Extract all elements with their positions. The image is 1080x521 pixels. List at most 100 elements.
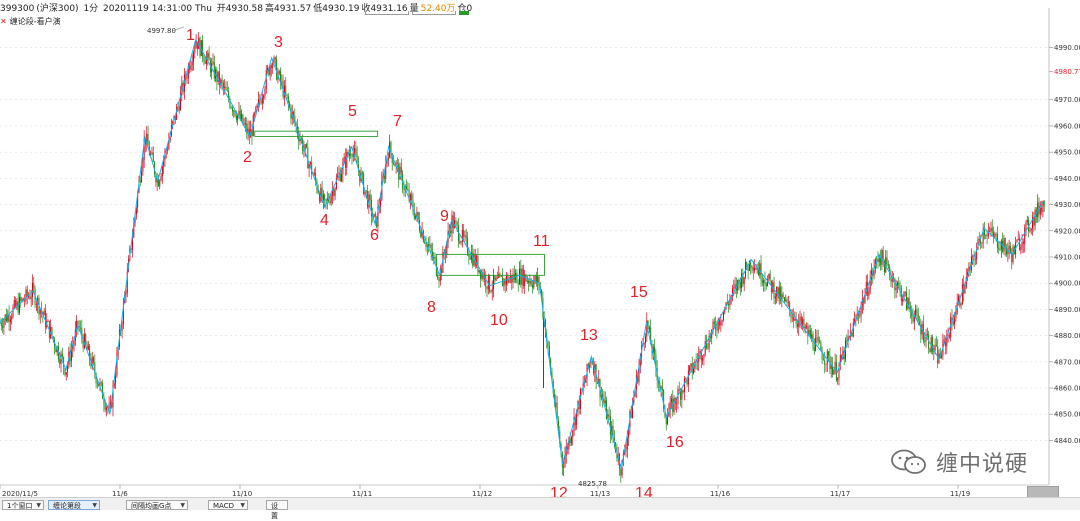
candle-body <box>782 294 784 297</box>
candle-body <box>976 249 978 260</box>
candle-body <box>728 303 730 306</box>
candle-body <box>585 378 587 383</box>
candle-body <box>365 190 367 192</box>
candle-body <box>748 260 750 271</box>
candle-body <box>660 386 662 389</box>
candle-body <box>160 176 162 181</box>
candle-body <box>519 268 521 285</box>
candle-body <box>326 198 328 202</box>
candle-body <box>73 341 75 346</box>
candle-body <box>943 339 945 340</box>
candle-body <box>30 296 32 299</box>
candle-body <box>895 287 897 291</box>
toolbar-tab[interactable] <box>412 11 456 15</box>
candle-body <box>793 317 795 321</box>
candle-body <box>299 139 301 142</box>
close-icon[interactable]: ✕ <box>0 17 7 26</box>
candle-body <box>702 358 704 361</box>
candle-body <box>590 362 592 364</box>
candle-body <box>841 355 843 360</box>
candle-body <box>809 330 811 339</box>
candle-body <box>813 347 815 352</box>
candle-body <box>663 389 665 409</box>
candle-body <box>1033 216 1035 226</box>
y-tick-label: 4990.00 <box>1054 44 1080 52</box>
candle-body <box>224 86 226 88</box>
candle-body <box>533 280 535 288</box>
candle-body <box>77 320 79 327</box>
candle-body <box>713 321 715 325</box>
candle-body <box>970 256 972 271</box>
candle-body <box>647 320 649 330</box>
candle-body <box>580 389 582 409</box>
candle-body <box>593 363 595 374</box>
candle-body <box>538 276 540 286</box>
candle-body <box>747 268 749 271</box>
candle-body <box>5 314 7 322</box>
toolbar-tabs[interactable] <box>365 0 472 15</box>
candle-body <box>803 318 805 329</box>
candle-body <box>951 317 953 322</box>
candle-body <box>890 274 892 282</box>
quote-info-bar: 399300 (沪深300) 1分 20201119 14:31:00 Thu 开… <box>0 0 1080 18</box>
candle-body <box>825 363 827 365</box>
candle-body <box>217 71 219 82</box>
candle-body <box>264 89 266 96</box>
candle-body <box>907 297 909 309</box>
candle-body <box>231 107 233 112</box>
candle-body <box>51 327 53 337</box>
candle-body <box>1034 209 1036 226</box>
x-tick-label: 11/6 <box>112 490 128 498</box>
candle-body <box>851 332 853 337</box>
candle-body <box>100 382 102 384</box>
tab-label: 缠论第段 <box>53 502 81 510</box>
candle-body <box>961 284 963 304</box>
candle-body <box>738 279 740 282</box>
y-tick-label: 4880.00 <box>1054 332 1080 340</box>
kline-chart[interactable]: 4990.00 4980.77 4970.00 4960.00 4950.00 4940.… <box>0 0 1080 509</box>
candle-body <box>456 222 458 226</box>
amount-value: 52.40万 <box>420 4 456 14</box>
candle-body <box>200 40 202 56</box>
candle-body <box>254 114 256 116</box>
toolbar-tab[interactable] <box>365 11 409 15</box>
candle-body <box>756 268 758 270</box>
bottom-toolbar: 1个窗口 ▼ 缠论第段 ▼ 间隔均画G点 ▼ MACD ▼ 设置 <box>0 497 1080 520</box>
candle-body <box>26 289 28 297</box>
candle-body <box>734 284 736 288</box>
candle-body <box>783 296 785 302</box>
candle-body <box>990 227 992 232</box>
candle-body <box>230 107 232 108</box>
candle-body <box>790 309 792 318</box>
candle-body <box>144 138 146 145</box>
candle-body <box>707 347 709 349</box>
candle-body <box>999 249 1001 251</box>
candle-body <box>669 402 671 412</box>
candle-body <box>278 71 280 74</box>
candle-body <box>468 253 470 258</box>
candle-body <box>59 358 61 364</box>
candle-body <box>122 302 124 325</box>
candle-body <box>661 386 663 390</box>
candle-body <box>242 114 244 125</box>
candle-body <box>752 267 754 271</box>
candle-body <box>493 275 495 289</box>
toolbar-tab-active[interactable] <box>459 11 469 15</box>
candle-body <box>482 272 484 280</box>
candle-body <box>203 56 205 61</box>
pivot-zones <box>254 130 545 276</box>
candle-body <box>368 194 370 208</box>
x-tick-label: 11/16 <box>710 490 731 498</box>
high-price-annotation: 4997.80 <box>147 27 176 35</box>
candle-body <box>913 315 915 322</box>
candle-body <box>141 171 143 183</box>
candle-body <box>402 172 404 189</box>
candle-body <box>1042 201 1044 213</box>
candle-body <box>1037 202 1039 217</box>
candle-body <box>498 273 500 279</box>
candle-body <box>722 312 724 321</box>
candle-body <box>946 335 948 347</box>
candle-body <box>894 278 896 291</box>
y-tick-label: 4890.00 <box>1054 306 1080 314</box>
candle-body <box>300 138 302 140</box>
